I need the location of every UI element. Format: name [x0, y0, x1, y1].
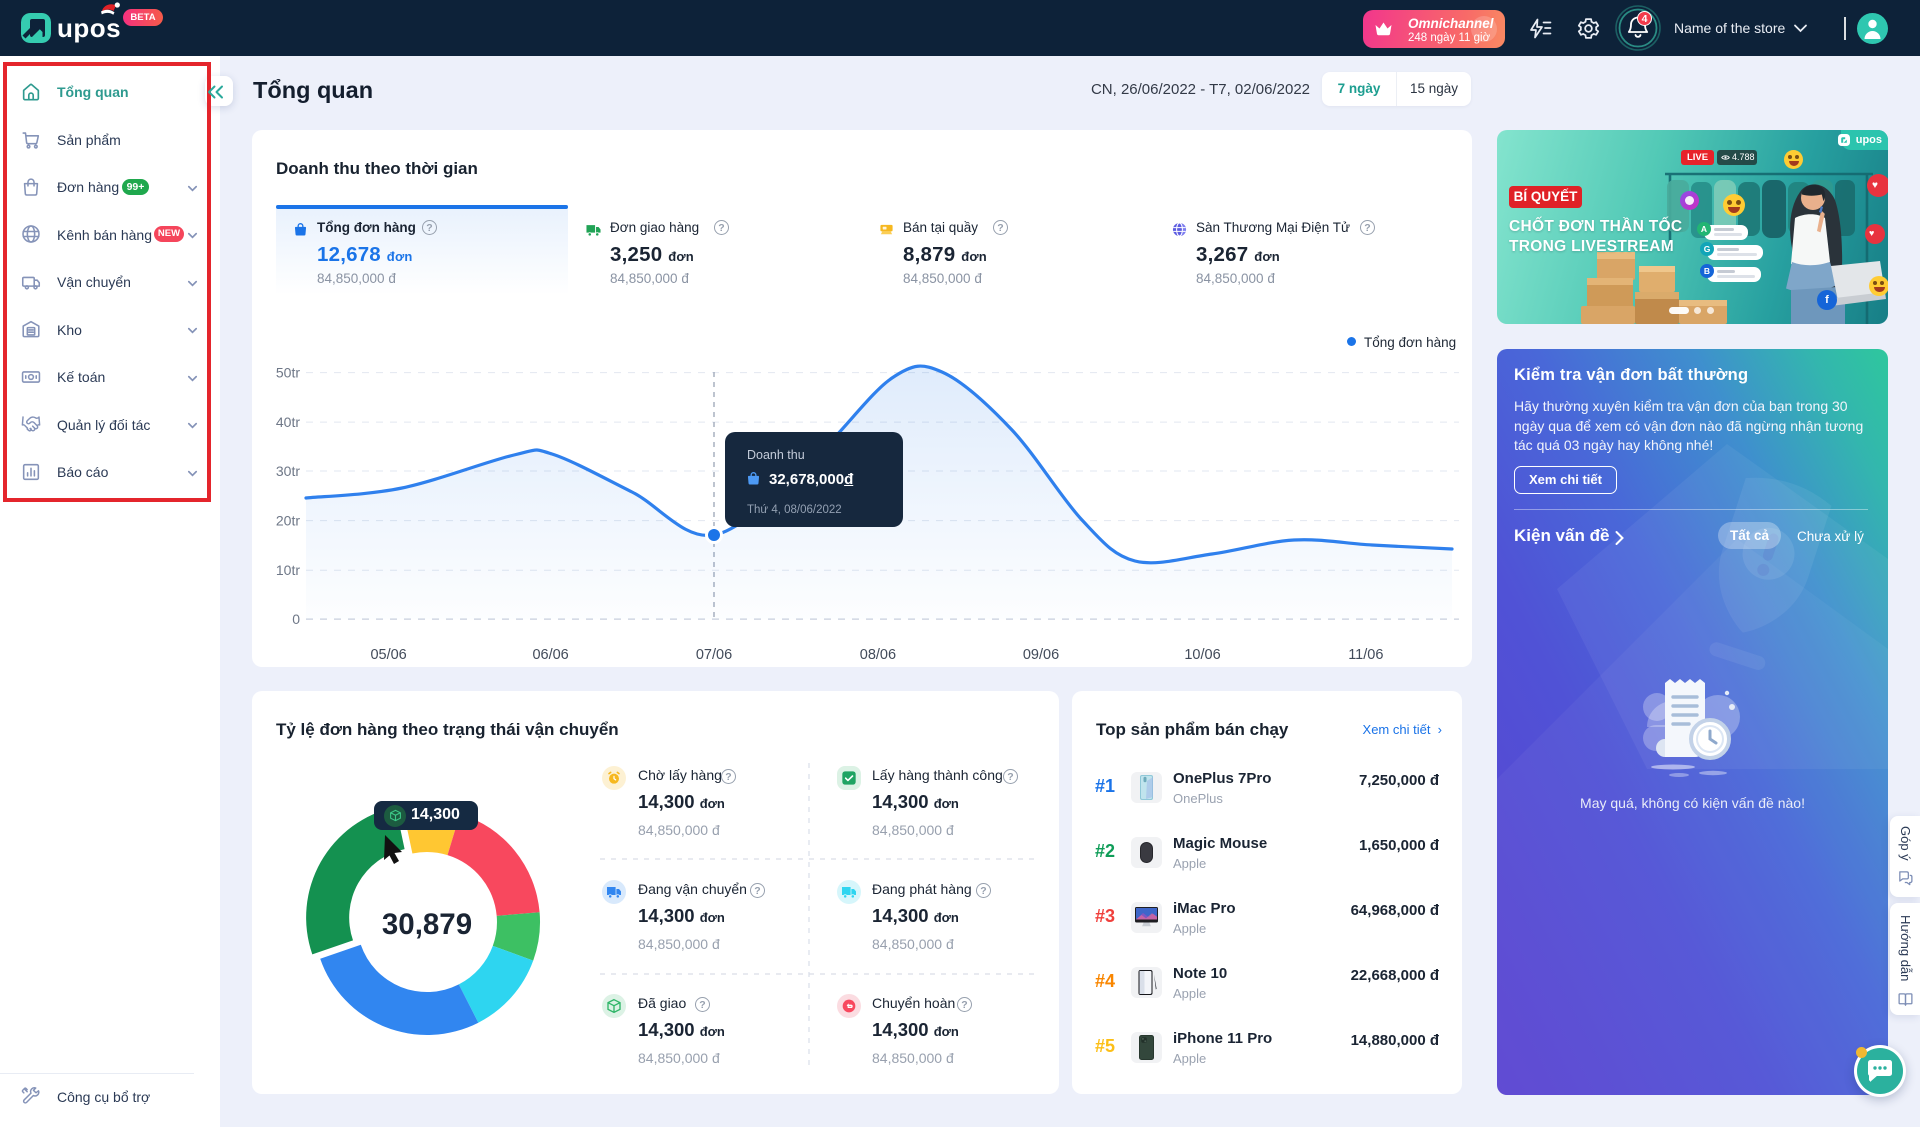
svg-text:07/06: 07/06 — [696, 647, 732, 663]
svg-text:20tr: 20tr — [276, 513, 300, 529]
svg-text:10/06: 10/06 — [1184, 647, 1220, 663]
svg-text:09/06: 09/06 — [1023, 647, 1059, 663]
svg-text:30,879: 30,879 — [382, 908, 472, 941]
svg-text:08/06: 08/06 — [860, 647, 896, 663]
svg-text:06/06: 06/06 — [532, 647, 568, 663]
svg-text:10tr: 10tr — [276, 562, 300, 578]
svg-text:30tr: 30tr — [276, 463, 300, 479]
svg-text:05/06: 05/06 — [370, 647, 406, 663]
svg-text:50tr: 50tr — [276, 365, 300, 381]
svg-text:0: 0 — [292, 611, 300, 627]
svg-text:40tr: 40tr — [276, 414, 300, 430]
svg-text:11/06: 11/06 — [1348, 647, 1383, 663]
